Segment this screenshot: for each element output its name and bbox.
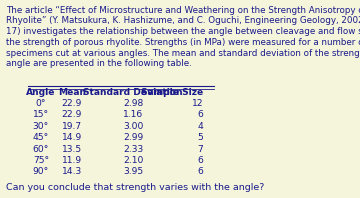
Text: 22.9: 22.9	[62, 99, 82, 108]
Text: 12: 12	[192, 99, 203, 108]
Text: Sample Size: Sample Size	[141, 88, 203, 97]
Text: Mean: Mean	[58, 88, 86, 97]
Text: 2.98: 2.98	[123, 99, 143, 108]
Text: 13.5: 13.5	[62, 145, 82, 154]
Text: 4: 4	[198, 122, 203, 131]
Text: 2.33: 2.33	[123, 145, 143, 154]
Text: 6: 6	[198, 110, 203, 119]
Text: 7: 7	[198, 145, 203, 154]
Text: 1.16: 1.16	[123, 110, 143, 119]
Text: 2.10: 2.10	[123, 156, 143, 165]
Text: 2.99: 2.99	[123, 133, 143, 142]
Text: The article “Effect of Microstructure and Weathering on the Strength Anisotropy : The article “Effect of Microstructure an…	[6, 6, 360, 68]
Text: 6: 6	[198, 156, 203, 165]
Text: 3.95: 3.95	[123, 167, 143, 176]
Text: Standard Deviation: Standard Deviation	[84, 88, 183, 97]
Text: 22.9: 22.9	[62, 110, 82, 119]
Text: 6: 6	[198, 167, 203, 176]
Text: 0°: 0°	[36, 99, 46, 108]
Text: 75°: 75°	[33, 156, 49, 165]
Text: 3.00: 3.00	[123, 122, 143, 131]
Text: 60°: 60°	[33, 145, 49, 154]
Text: 45°: 45°	[33, 133, 49, 142]
Text: 5: 5	[198, 133, 203, 142]
Text: 30°: 30°	[33, 122, 49, 131]
Text: 15°: 15°	[33, 110, 49, 119]
Text: 11.9: 11.9	[62, 156, 82, 165]
Text: 90°: 90°	[33, 167, 49, 176]
Text: Angle: Angle	[26, 88, 56, 97]
Text: Can you conclude that strength varies with the angle?: Can you conclude that strength varies wi…	[6, 183, 264, 192]
Text: 19.7: 19.7	[62, 122, 82, 131]
Text: 14.3: 14.3	[62, 167, 82, 176]
Text: 14.9: 14.9	[62, 133, 82, 142]
